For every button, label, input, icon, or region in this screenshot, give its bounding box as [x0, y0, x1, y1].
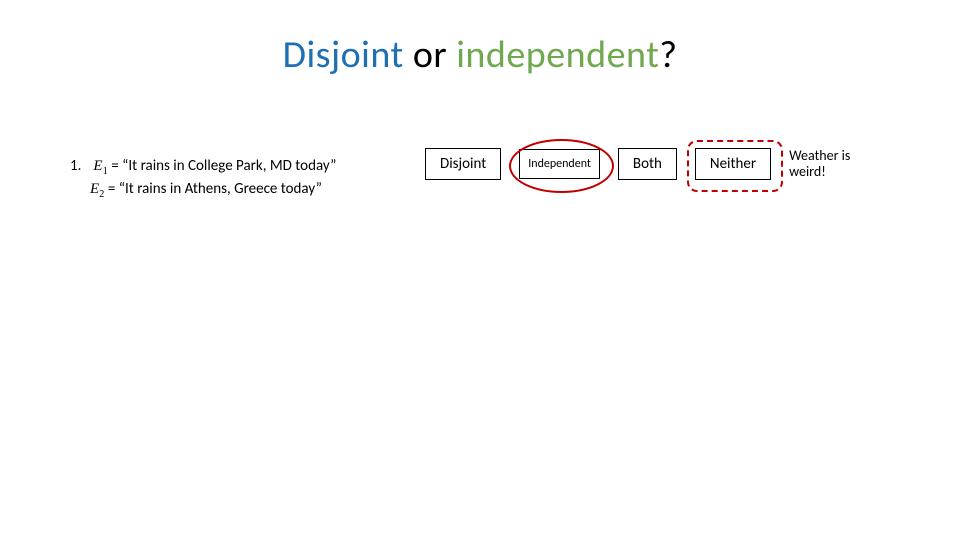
equals-2: =	[108, 180, 115, 198]
event-sub-2: 2	[99, 189, 104, 200]
title-word-independent: independent	[456, 32, 659, 78]
title-word-disjoint: Disjoint	[283, 32, 404, 78]
side-note-line1: Weather is	[789, 147, 850, 164]
bullet-line-2: E2 = “It rains in Athens, Greece today”	[70, 179, 336, 202]
quote-close-2: ”	[316, 180, 322, 198]
title-word-or: or	[404, 32, 456, 78]
slide: Disjoint or independent? 1. E1 = “It rai…	[0, 0, 960, 540]
event-var-2: E	[90, 181, 99, 197]
event-text-2: It rains in Athens, Greece today	[125, 180, 316, 198]
option-disjoint[interactable]: Disjoint	[425, 148, 501, 180]
option-both[interactable]: Both	[618, 148, 677, 180]
question-bullet: 1. E1 = “It rains in College Park, MD to…	[70, 156, 336, 202]
quote-close-1: ”	[330, 157, 336, 175]
slide-title: Disjoint or independent?	[0, 32, 960, 78]
bullet-number: 1.	[70, 156, 90, 176]
side-note: Weather is weird!	[789, 148, 850, 180]
equals-1: =	[111, 157, 118, 175]
option-independent[interactable]: Independent	[519, 149, 600, 179]
option-neither[interactable]: Neither	[695, 148, 771, 180]
options-row: Disjoint Independent Both Neither Weathe…	[425, 148, 850, 180]
side-note-line2: weird!	[789, 163, 826, 180]
event-var-1: E	[93, 158, 102, 174]
event-text-1: It rains in College Park, MD today	[128, 157, 330, 175]
title-word-qmark: ?	[659, 32, 677, 78]
bullet-line-1: 1. E1 = “It rains in College Park, MD to…	[70, 156, 336, 179]
event-sub-1: 1	[103, 166, 108, 177]
